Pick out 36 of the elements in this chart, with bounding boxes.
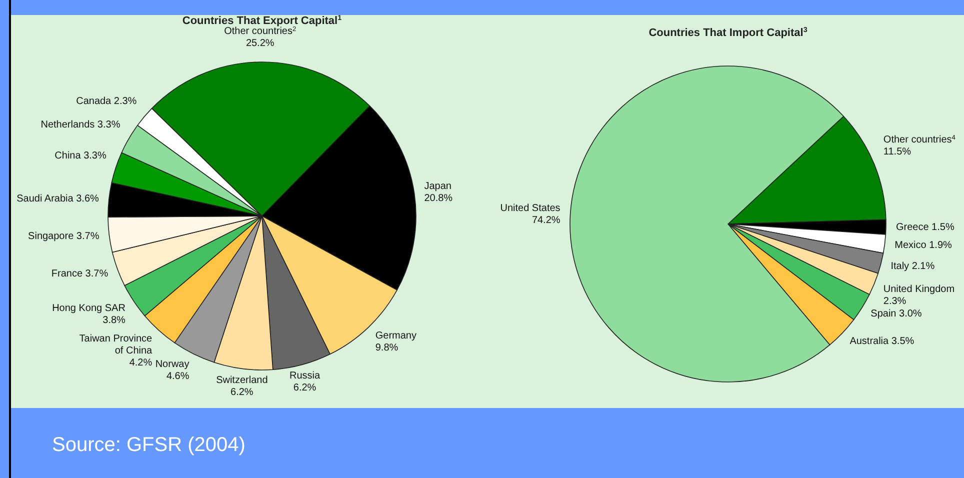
slice-label: Spain 3.0% xyxy=(870,308,922,320)
slice-label: Australia 3.5% xyxy=(850,336,914,347)
slice-label: Taiwan Province of China xyxy=(79,334,153,357)
slice-label: Saudi Arabia 3.6% xyxy=(16,194,100,205)
slice-label: Norway xyxy=(155,358,190,370)
slice-label: United Kingdom xyxy=(883,284,955,295)
data-label: 74.2% xyxy=(532,214,560,226)
slice-label: China 3.3% xyxy=(54,150,106,162)
slice-label: Other countries$^{4}$ xyxy=(883,134,956,146)
data-label: 11.5% xyxy=(883,146,912,158)
slice-label: Russia xyxy=(290,370,321,382)
slice-label: Singapore 3.7% xyxy=(28,230,100,242)
data-label: 6.2% xyxy=(293,382,316,394)
data-label: 4.6% xyxy=(166,370,190,382)
slice-label: France 3.7% xyxy=(51,268,108,280)
slice-label: Mexico 1.9% xyxy=(894,240,952,252)
chart-title: Countries That Export Capital$^{1}$ xyxy=(182,14,342,27)
data-label: 6.2% xyxy=(230,386,254,398)
slice-label: Canada 2.3% xyxy=(76,96,137,108)
slice-label: Hong Kong SAR xyxy=(52,302,126,314)
slice-label: Other countries$^{2}$ xyxy=(224,26,296,38)
slice-label: Netherlands 3.3% xyxy=(40,120,120,131)
data-label: 9.8% xyxy=(375,342,398,354)
data-label: 20.8% xyxy=(424,192,453,204)
slice-label: Germany xyxy=(375,330,416,342)
source-note: Source: GFSR (2004) xyxy=(52,434,246,456)
data-label: 4.2% xyxy=(129,358,152,369)
data-label: 3.8% xyxy=(102,314,126,326)
slice-label: Switzerland xyxy=(216,374,268,386)
slice-label: Japan xyxy=(424,180,452,192)
slice-label: Greece 1.5% xyxy=(896,222,954,234)
data-label: 25.2% xyxy=(246,38,274,50)
slice-label: Italy 2.1% xyxy=(890,260,935,272)
slice-label: United States xyxy=(500,202,560,214)
chart-title: Countries That Import Capital$^{3}$ xyxy=(648,26,808,39)
data-label: 2.3% xyxy=(883,296,906,307)
